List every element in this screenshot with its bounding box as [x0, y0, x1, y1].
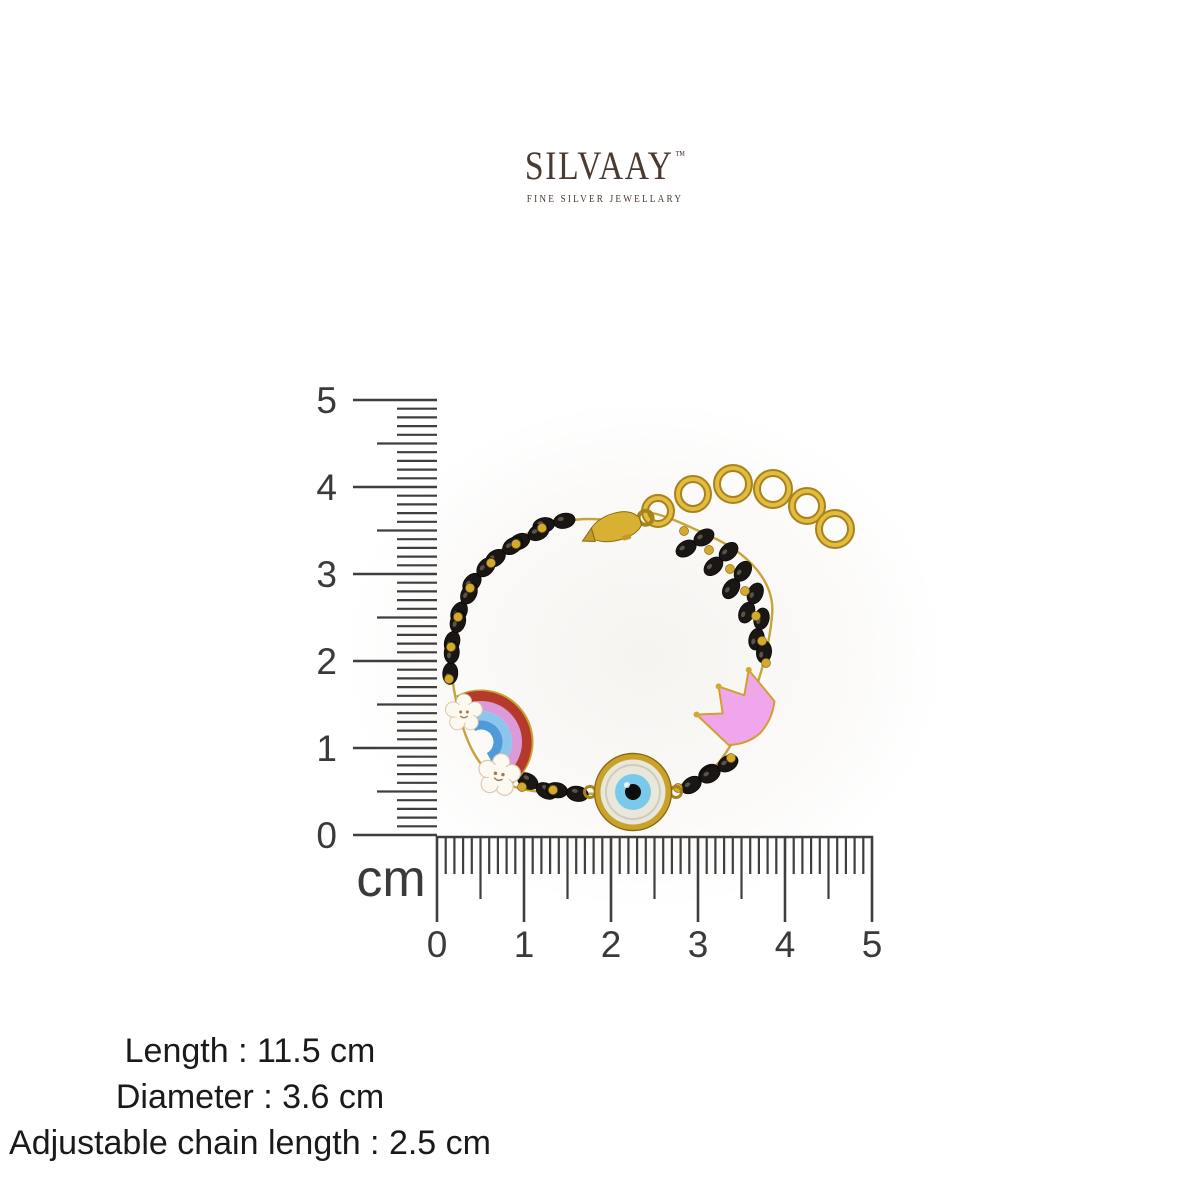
bead-highlight: [523, 775, 530, 780]
h-ruler-tick-label: 3: [688, 924, 709, 965]
gold-spacer-bead: [679, 526, 689, 536]
bead-group: [722, 560, 752, 600]
bead-highlight: [736, 569, 742, 576]
gold-spacer-bead: [548, 785, 558, 795]
bead-highlight: [751, 638, 756, 645]
bead-highlight: [725, 587, 730, 593]
gold-spacer-bead: [751, 611, 761, 621]
gold-spacer-bead: [446, 642, 456, 652]
bead-highlight: [452, 621, 457, 628]
bead-highlight: [557, 516, 564, 522]
h-ruler-tick-label: 2: [601, 924, 622, 965]
gold-spacer-bead: [453, 612, 463, 622]
gold-spacer-bead: [704, 545, 714, 555]
bead-highlight: [749, 592, 754, 598]
gold-spacer-bead: [725, 564, 735, 574]
gold-spacer-bead: [511, 539, 521, 549]
photo-backdrop: [345, 400, 945, 910]
brand-logo: SILVAAY ™ FINE SILVER JEWELLARY: [105, 143, 1105, 206]
crown-charm: [693, 666, 776, 746]
chain-ring-highlight: [715, 466, 751, 502]
gold-spacer-bead: [486, 558, 496, 568]
gold-spacer-bead: [757, 636, 767, 646]
star-eye: [501, 772, 505, 777]
h-ruler-tick-label: 1: [514, 924, 535, 965]
product-specs: Length : 11.5 cm Diameter : 3.6 cm Adjus…: [0, 1028, 506, 1166]
gold-spacer-bead: [761, 658, 771, 668]
chain-ring-highlight: [790, 489, 824, 523]
gold-spacer-bead: [740, 586, 750, 596]
black-bead: [693, 528, 715, 547]
star-eye: [493, 771, 498, 776]
v-ruler-tick-label: 2: [316, 641, 337, 682]
trademark-symbol: ™: [675, 148, 686, 162]
bead-highlight: [479, 565, 485, 571]
chain-ring-highlight: [817, 511, 853, 547]
brand-name: SILVAAY: [524, 143, 674, 188]
star-eye: [459, 710, 463, 714]
bead-highlight: [759, 651, 764, 658]
bead-strand: [442, 512, 772, 802]
bead-group: [703, 542, 739, 576]
horizontal-ruler: 0 1 2 3 4 5: [427, 835, 883, 965]
ruler-unit-label: cm: [356, 850, 425, 908]
chain-ring-highlight: [755, 471, 791, 507]
black-bead: [553, 512, 576, 529]
v-ruler-tick-label: 5: [316, 380, 337, 421]
gold-spacer-bead: [726, 753, 736, 763]
black-bead: [718, 542, 739, 562]
star-cloud-bottom: [478, 753, 521, 796]
evil-eye-charm: [583, 752, 683, 832]
star-cloud-top: [445, 693, 483, 731]
bead-highlight: [505, 543, 512, 548]
bead-highlight: [697, 534, 703, 540]
bead-group: [738, 582, 764, 624]
lobster-clasp: [581, 508, 655, 543]
star-center: [488, 764, 510, 786]
rainbow-charm: [445, 689, 534, 796]
bead-highlight: [722, 549, 728, 555]
h-ruler-tick-label: 4: [775, 924, 796, 965]
gold-spacer-bead: [537, 523, 547, 533]
gold-spacer-bead: [517, 782, 527, 792]
spec-line-diameter: Diameter : 3.6 cm: [115, 1078, 385, 1116]
gold-spacer-bead: [444, 674, 454, 684]
black-bead: [733, 560, 752, 582]
bead-highlight: [741, 611, 746, 618]
bead-highlight: [571, 788, 578, 793]
star-eye: [465, 710, 469, 714]
v-ruler-tick-label: 0: [316, 815, 337, 856]
spec-line-length: Length : 11.5 cm: [124, 1032, 376, 1070]
bead-highlight: [463, 592, 468, 599]
spec-line-chain: Adjustable chain length : 2.5 cm: [9, 1124, 491, 1162]
product-photo-bracelet: [442, 464, 855, 832]
chain-ring-highlight: [676, 477, 710, 511]
bead-highlight: [703, 771, 709, 777]
v-ruler-tick-label: 3: [316, 554, 337, 595]
bead-highlight: [447, 652, 452, 659]
v-ruler-tick-label: 1: [316, 728, 337, 769]
bead-group: [675, 528, 715, 558]
gold-spacer-bead: [465, 583, 475, 593]
bead-highlight: [679, 545, 685, 551]
star-center: [454, 703, 474, 723]
bead-highlight: [684, 782, 691, 788]
vertical-ruler: 0 1 2 3 4 5: [316, 380, 437, 856]
star-smile: [493, 777, 503, 782]
h-ruler-tick-label: 5: [862, 924, 883, 965]
bead-highlight: [531, 529, 538, 534]
brand-tagline: FINE SILVER JEWELLARY: [526, 193, 684, 205]
star-smile: [460, 715, 468, 719]
v-ruler-tick-label: 4: [316, 467, 337, 508]
h-ruler-tick-label: 0: [427, 924, 448, 965]
bead-highlight: [706, 564, 713, 570]
bead-highlight: [721, 760, 727, 766]
